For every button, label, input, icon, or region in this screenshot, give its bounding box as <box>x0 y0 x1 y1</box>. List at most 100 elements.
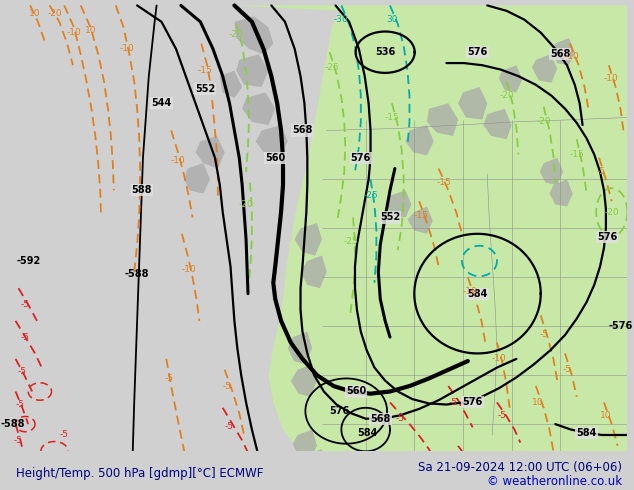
Text: 10: 10 <box>600 411 612 420</box>
Text: -5: -5 <box>395 414 404 423</box>
Polygon shape <box>236 54 268 87</box>
Text: -5: -5 <box>562 365 571 374</box>
Polygon shape <box>483 109 512 139</box>
Text: -15: -15 <box>198 66 212 75</box>
Text: Height/Temp. 500 hPa [gdmp][°C] ECMWF: Height/Temp. 500 hPa [gdmp][°C] ECMWF <box>16 466 263 480</box>
Text: 568: 568 <box>292 125 313 136</box>
Text: 584: 584 <box>467 289 488 298</box>
Polygon shape <box>195 136 224 169</box>
Text: -10: -10 <box>171 156 185 166</box>
Polygon shape <box>302 449 327 479</box>
Polygon shape <box>408 207 433 234</box>
Text: 576: 576 <box>597 232 617 242</box>
Text: -10: -10 <box>67 28 81 37</box>
Text: 588: 588 <box>605 468 626 478</box>
Text: -30: -30 <box>334 15 349 24</box>
Text: 568: 568 <box>550 49 571 59</box>
Text: 576: 576 <box>463 397 482 407</box>
Text: -15: -15 <box>569 150 584 159</box>
Polygon shape <box>291 364 317 397</box>
Text: -25: -25 <box>344 237 358 246</box>
Text: -25: -25 <box>363 191 378 200</box>
Polygon shape <box>301 256 327 288</box>
Text: -20: -20 <box>536 117 551 126</box>
Text: -5: -5 <box>60 431 68 440</box>
Polygon shape <box>235 5 627 490</box>
Text: 536: 536 <box>375 47 395 57</box>
Polygon shape <box>293 430 317 459</box>
Text: 568: 568 <box>370 414 391 424</box>
Text: 544: 544 <box>152 98 172 108</box>
Text: 560: 560 <box>265 153 285 163</box>
Polygon shape <box>184 163 210 194</box>
Text: -15: -15 <box>414 211 429 220</box>
Polygon shape <box>532 54 557 83</box>
Text: 560: 560 <box>346 387 366 396</box>
Text: -592: -592 <box>16 256 41 266</box>
Polygon shape <box>242 93 275 125</box>
Text: -20: -20 <box>500 91 514 100</box>
Text: -15: -15 <box>385 113 399 122</box>
Text: 576: 576 <box>467 47 488 57</box>
Text: 576: 576 <box>329 406 349 416</box>
Polygon shape <box>550 179 573 207</box>
Text: -10: -10 <box>462 287 477 296</box>
Text: -576: -576 <box>609 321 633 331</box>
Polygon shape <box>427 103 458 136</box>
Text: -5: -5 <box>21 300 30 309</box>
Text: -5: -5 <box>539 330 548 340</box>
Text: -5: -5 <box>497 411 507 420</box>
Text: -10: -10 <box>181 265 196 274</box>
Text: -5: -5 <box>524 461 533 470</box>
Text: -5: -5 <box>449 398 458 407</box>
Text: -5: -5 <box>16 400 25 409</box>
Text: 30: 30 <box>386 15 398 24</box>
Text: -5: -5 <box>72 458 81 466</box>
Text: 552: 552 <box>195 84 216 94</box>
Text: -5: -5 <box>165 374 174 383</box>
Text: 10: 10 <box>85 26 96 35</box>
Text: 10: 10 <box>29 8 41 18</box>
Text: -5: -5 <box>597 167 605 176</box>
Polygon shape <box>220 71 242 98</box>
Text: 588: 588 <box>351 477 371 487</box>
Polygon shape <box>288 332 312 364</box>
Text: 588: 588 <box>132 185 152 196</box>
Text: -10: -10 <box>120 45 135 53</box>
Text: © weatheronline.co.uk: © weatheronline.co.uk <box>488 475 623 488</box>
Text: -5: -5 <box>21 333 30 342</box>
Text: -5: -5 <box>222 382 231 391</box>
Text: -10: -10 <box>491 354 507 364</box>
Text: Sa 21-09-2024 12:00 UTC (06+06): Sa 21-09-2024 12:00 UTC (06+06) <box>418 461 623 474</box>
Polygon shape <box>552 38 575 65</box>
Bar <box>11 451 627 490</box>
Polygon shape <box>406 125 434 155</box>
Text: -5: -5 <box>18 368 27 376</box>
Text: -588: -588 <box>125 269 150 279</box>
Text: -25: -25 <box>325 63 339 72</box>
Text: -20: -20 <box>604 208 619 217</box>
Text: -588: -588 <box>1 419 25 429</box>
Polygon shape <box>540 158 563 185</box>
Polygon shape <box>256 125 288 158</box>
Text: 584: 584 <box>358 428 378 438</box>
Text: -5: -5 <box>455 454 465 464</box>
Text: -10: -10 <box>604 74 618 83</box>
Text: -5: -5 <box>29 461 37 470</box>
Text: -20: -20 <box>239 200 254 209</box>
Text: 584: 584 <box>576 428 597 438</box>
Text: -20: -20 <box>47 8 61 18</box>
Polygon shape <box>458 87 488 120</box>
Polygon shape <box>385 190 411 218</box>
Text: 10: 10 <box>532 398 543 407</box>
Text: -15: -15 <box>436 178 451 187</box>
Text: -5: -5 <box>14 436 23 445</box>
Text: -10: -10 <box>564 52 579 61</box>
Polygon shape <box>235 16 273 54</box>
Polygon shape <box>295 223 322 256</box>
Text: -20: -20 <box>229 30 243 39</box>
Text: -5: -5 <box>225 422 234 431</box>
Text: 552: 552 <box>380 213 400 222</box>
Text: -5: -5 <box>47 476 56 485</box>
Text: 576: 576 <box>351 153 371 163</box>
